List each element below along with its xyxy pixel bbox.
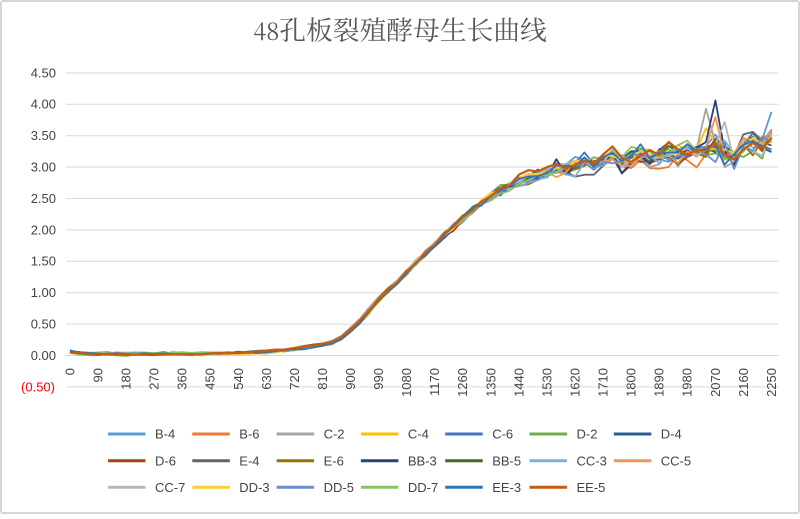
svg-text:BB-5: BB-5 xyxy=(492,453,521,468)
svg-text:2160: 2160 xyxy=(736,368,751,397)
svg-text:(0.50): (0.50) xyxy=(21,379,55,394)
svg-text:EE-3: EE-3 xyxy=(492,480,521,495)
svg-text:720: 720 xyxy=(287,368,302,390)
svg-text:2.00: 2.00 xyxy=(31,222,56,237)
svg-text:0.00: 0.00 xyxy=(31,348,56,363)
svg-text:B-6: B-6 xyxy=(239,427,259,442)
svg-text:270: 270 xyxy=(147,368,162,390)
svg-text:2070: 2070 xyxy=(708,368,723,397)
svg-text:3.00: 3.00 xyxy=(31,160,56,175)
svg-text:1170: 1170 xyxy=(427,368,442,396)
svg-text:DD-3: DD-3 xyxy=(239,480,269,495)
svg-text:1530: 1530 xyxy=(539,368,554,397)
svg-text:4.00: 4.00 xyxy=(31,97,56,112)
svg-text:DD-7: DD-7 xyxy=(408,480,438,495)
svg-text:0: 0 xyxy=(62,368,77,375)
svg-text:360: 360 xyxy=(175,368,190,390)
svg-text:E-4: E-4 xyxy=(239,453,259,468)
svg-text:DD-5: DD-5 xyxy=(324,480,354,495)
svg-text:1980: 1980 xyxy=(680,368,695,397)
svg-text:1260: 1260 xyxy=(455,368,470,397)
svg-text:3.50: 3.50 xyxy=(31,128,56,143)
svg-text:D-4: D-4 xyxy=(661,427,682,442)
svg-text:1.50: 1.50 xyxy=(31,254,56,269)
svg-text:CC-7: CC-7 xyxy=(155,480,185,495)
svg-text:4.50: 4.50 xyxy=(31,65,56,80)
svg-text:540: 540 xyxy=(231,368,246,390)
svg-text:90: 90 xyxy=(91,368,106,382)
svg-text:630: 630 xyxy=(259,368,274,390)
svg-text:1440: 1440 xyxy=(511,368,526,397)
svg-text:B-4: B-4 xyxy=(155,427,175,442)
svg-text:1800: 1800 xyxy=(624,368,639,397)
svg-text:D-2: D-2 xyxy=(577,427,598,442)
svg-text:1890: 1890 xyxy=(652,368,667,397)
svg-text:900: 900 xyxy=(343,368,358,390)
svg-text:810: 810 xyxy=(315,368,330,390)
svg-text:CC-3: CC-3 xyxy=(577,453,607,468)
svg-text:1620: 1620 xyxy=(568,368,583,397)
svg-text:1.00: 1.00 xyxy=(31,285,56,300)
svg-text:990: 990 xyxy=(371,368,386,390)
svg-text:180: 180 xyxy=(119,368,134,390)
svg-text:450: 450 xyxy=(203,368,218,390)
svg-text:C-2: C-2 xyxy=(324,427,345,442)
svg-text:CC-5: CC-5 xyxy=(661,453,691,468)
svg-text:1080: 1080 xyxy=(399,368,414,397)
svg-text:EE-5: EE-5 xyxy=(577,480,606,495)
svg-text:0.50: 0.50 xyxy=(31,317,56,332)
svg-text:2250: 2250 xyxy=(764,368,779,397)
svg-text:1710: 1710 xyxy=(596,368,611,397)
svg-text:C-6: C-6 xyxy=(492,427,513,442)
svg-text:D-6: D-6 xyxy=(155,453,176,468)
svg-text:2.50: 2.50 xyxy=(31,191,56,206)
svg-text:BB-3: BB-3 xyxy=(408,453,437,468)
svg-text:E-6: E-6 xyxy=(324,453,344,468)
svg-text:C-4: C-4 xyxy=(408,427,429,442)
svg-text:1350: 1350 xyxy=(483,368,498,397)
